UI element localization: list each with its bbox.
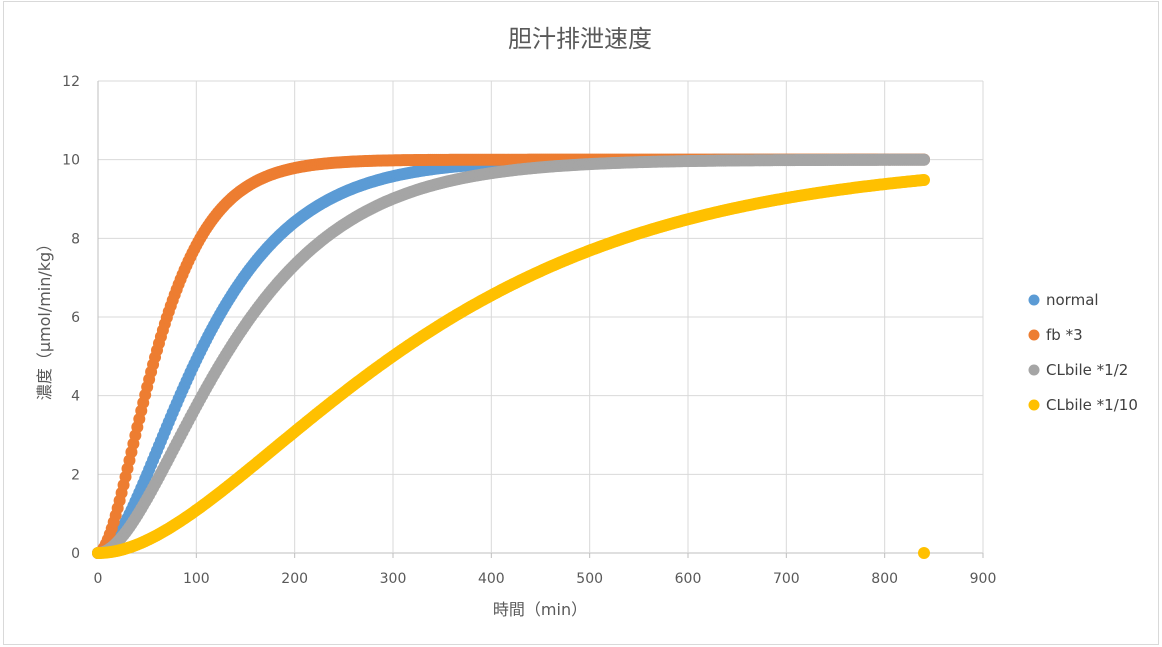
x-tick-label: 300 bbox=[380, 571, 407, 587]
y-tick-label: 12 bbox=[62, 74, 80, 90]
legend-label: normal bbox=[1046, 291, 1099, 309]
x-axis-ticks: 0 100 200 300 400 500 600 700 800 900 bbox=[94, 571, 997, 587]
data-point bbox=[918, 153, 930, 166]
legend: normal fb *3 CLbile *1/2 CLbile *1/10 bbox=[1028, 291, 1138, 414]
series-clbile-1-10 bbox=[92, 173, 930, 559]
legend-marker bbox=[1028, 329, 1040, 341]
series-group bbox=[92, 153, 930, 559]
data-point bbox=[918, 173, 930, 186]
y-tick-label: 6 bbox=[71, 310, 80, 326]
x-tick-label: 700 bbox=[773, 571, 800, 587]
x-tick-label: 100 bbox=[183, 571, 210, 587]
data-point bbox=[918, 547, 930, 559]
legend-label: CLbile *1/10 bbox=[1046, 396, 1138, 414]
x-axis-title: 時間（min） bbox=[493, 600, 587, 619]
x-tick-label: 900 bbox=[970, 571, 997, 587]
chart-frame bbox=[3, 1, 1159, 645]
legend-marker bbox=[1028, 294, 1040, 306]
x-tick-label: 800 bbox=[871, 571, 898, 587]
y-axis-ticks: 0 2 4 6 8 10 12 bbox=[62, 74, 80, 562]
legend-label: CLbile *1/2 bbox=[1046, 361, 1128, 379]
legend-label: fb *3 bbox=[1046, 326, 1083, 344]
x-tick-label: 0 bbox=[94, 571, 103, 587]
y-tick-label: 8 bbox=[71, 231, 80, 247]
x-tick-label: 200 bbox=[281, 571, 308, 587]
y-tick-label: 2 bbox=[71, 467, 80, 483]
x-tick-label: 500 bbox=[576, 571, 603, 587]
y-axis-title: 濃度（μmol/min/kg） bbox=[35, 236, 54, 400]
y-tick-label: 0 bbox=[71, 546, 80, 562]
legend-marker bbox=[1028, 364, 1040, 376]
legend-marker bbox=[1028, 399, 1040, 411]
chart-title: 胆汁排泄速度 bbox=[508, 25, 652, 53]
x-tick-label: 600 bbox=[675, 571, 702, 587]
y-tick-label: 4 bbox=[71, 389, 80, 405]
y-tick-label: 10 bbox=[62, 153, 80, 169]
x-tick-label: 400 bbox=[478, 571, 505, 587]
